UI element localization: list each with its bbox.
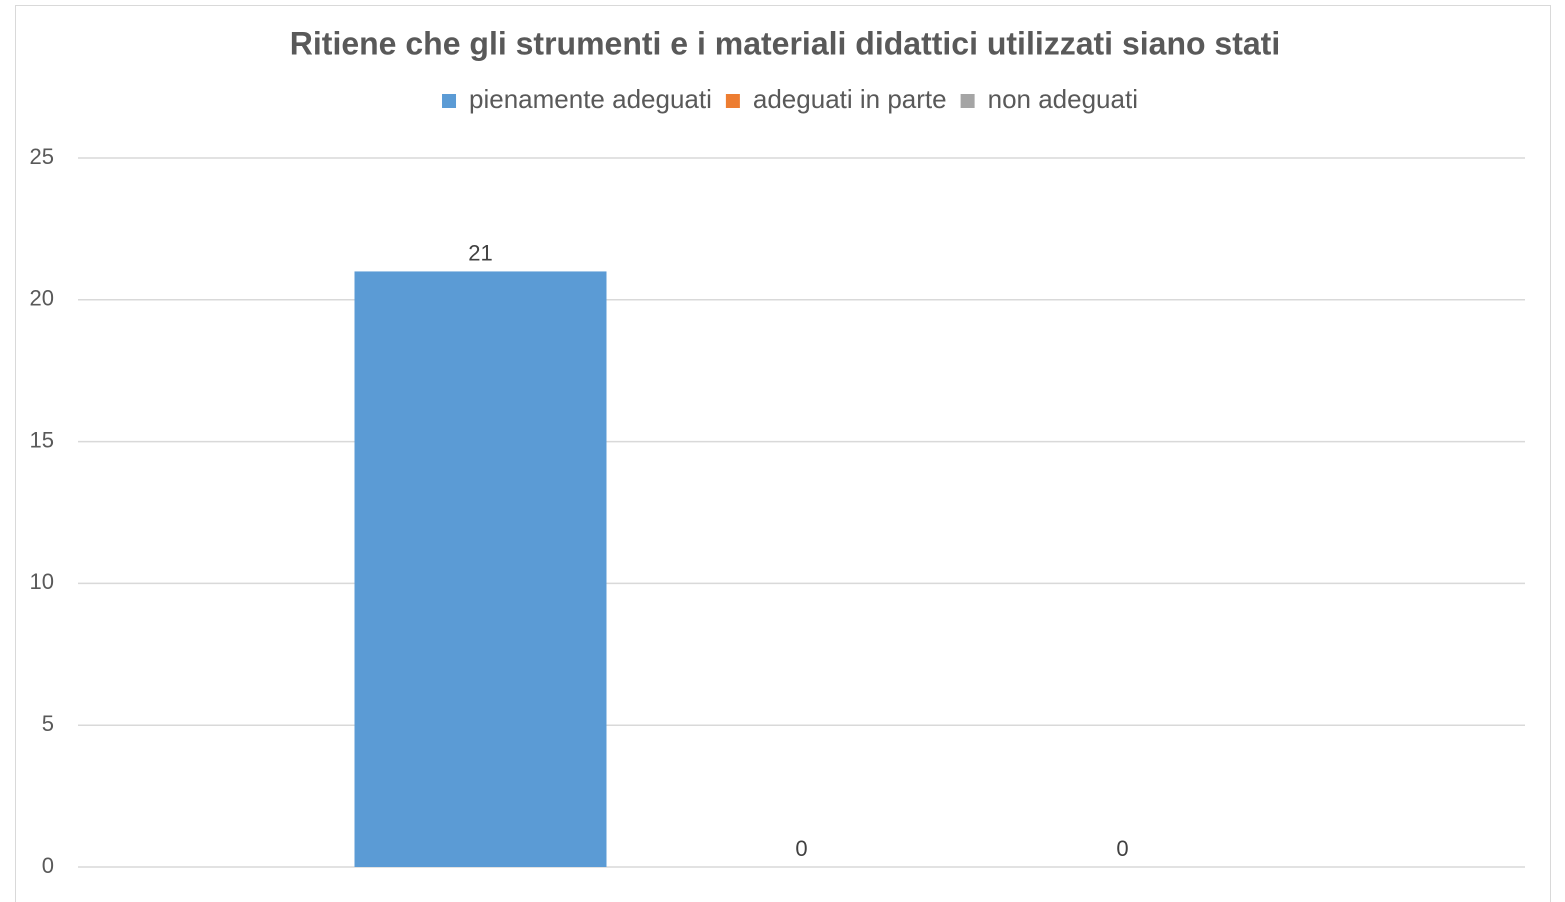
legend-swatch <box>442 94 457 108</box>
legend-label: pienamente adeguati <box>469 84 712 114</box>
data-label: 0 <box>795 836 807 861</box>
legend-swatch <box>960 94 975 108</box>
data-label: 0 <box>1116 836 1128 861</box>
legend-swatch <box>725 94 740 108</box>
data-label: 21 <box>468 240 492 265</box>
bar <box>354 271 607 867</box>
chart-title: Ritiene che gli strumenti e i materiali … <box>290 25 1280 61</box>
y-tick-label: 5 <box>42 711 54 736</box>
y-tick-label: 25 <box>30 144 54 169</box>
y-tick-label: 0 <box>42 853 54 878</box>
chart-border <box>15 5 1551 902</box>
legend-label: adeguati in parte <box>753 84 947 114</box>
y-tick-label: 10 <box>30 569 54 594</box>
legend-label: non adeguati <box>988 84 1138 114</box>
y-tick-label: 20 <box>30 286 54 311</box>
y-tick-label: 15 <box>30 427 54 452</box>
